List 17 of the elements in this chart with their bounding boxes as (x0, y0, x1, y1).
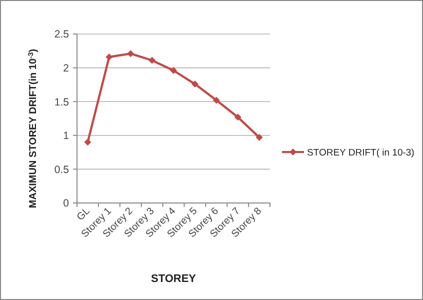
point (170, 67, 177, 74)
point (212, 96, 220, 104)
y-tick-label: 0.5 (54, 164, 70, 176)
point (234, 114, 242, 121)
point (191, 80, 198, 88)
y-tick-label: 1.5 (54, 96, 70, 108)
x-axis-title: STOREY (150, 273, 197, 285)
point (148, 56, 156, 64)
y-tick-label: 2 (63, 62, 70, 74)
point (84, 138, 92, 146)
y-tick-label: 2.5 (54, 28, 70, 41)
point (127, 50, 134, 58)
y-tick-label: 0 (63, 198, 70, 210)
point (106, 53, 113, 60)
point (256, 134, 263, 141)
y-tick-label: 1 (63, 130, 70, 142)
legend-label: STOREY DRIFT( in 10-3) (307, 147, 414, 158)
